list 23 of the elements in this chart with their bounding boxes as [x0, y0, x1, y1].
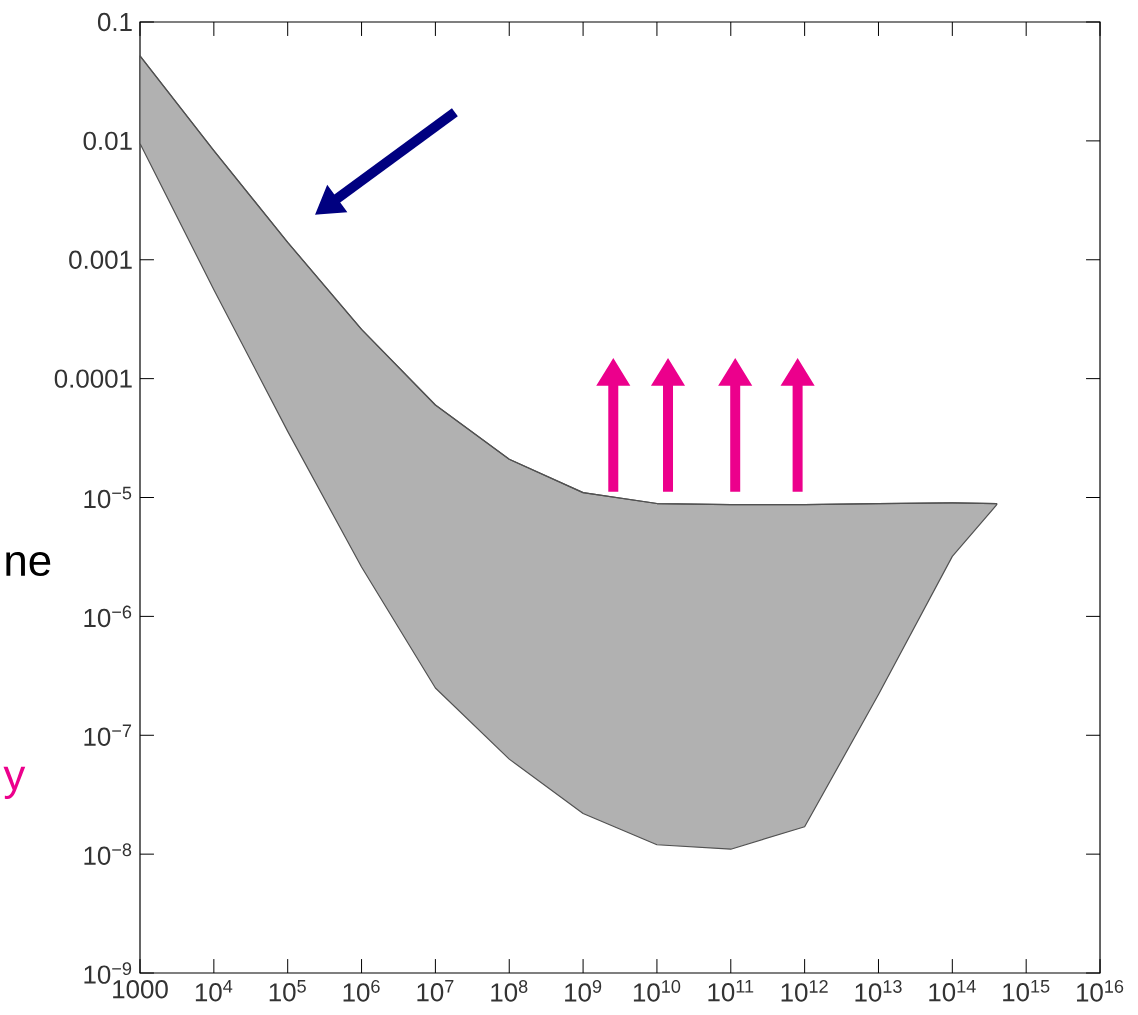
- x-tick-label: 10$^{4}$: [195, 980, 233, 1002]
- x-tick-label: 10$^{15}$: [1003, 980, 1050, 1002]
- y-tick-label: 0.1: [97, 12, 132, 32]
- x-tick-label: 10$^{16}$: [1076, 980, 1124, 1002]
- x-tick-label: 10$^{9}$: [565, 980, 602, 1002]
- x-tick-label: 10$^{12}$: [781, 980, 828, 1002]
- y-tick-label: 0.0001: [54, 369, 132, 388]
- y-tick-label: 10$^{−7}$: [84, 724, 132, 746]
- x-tick-label: 10$^{11}$: [708, 980, 754, 1002]
- x-tick-label: 10$^{13}$: [855, 980, 902, 1002]
- text: ne: [6, 552, 51, 577]
- y-tick-label: 10$^{−8}$: [84, 843, 132, 865]
- text: y: [3, 766, 26, 799]
- x-tick-label: 10$^{14}$: [929, 980, 976, 1002]
- y-tick-label: 10$^{−5}$: [84, 486, 132, 509]
- x-tick-label: 10$^{5}$: [269, 980, 306, 1002]
- y-tick-label: 0.001: [69, 250, 132, 269]
- x-tick-label: 10$^{6}$: [343, 980, 380, 1002]
- x-tick-label: 10$^{8}$: [491, 980, 528, 1002]
- x-tick-label: 10$^{10}$: [633, 980, 681, 1002]
- y-tick-label: 0.01: [83, 131, 132, 151]
- y-tick-label: 10$^{−6}$: [84, 605, 132, 628]
- x-tick-label: 10$^{7}$: [417, 980, 454, 1002]
